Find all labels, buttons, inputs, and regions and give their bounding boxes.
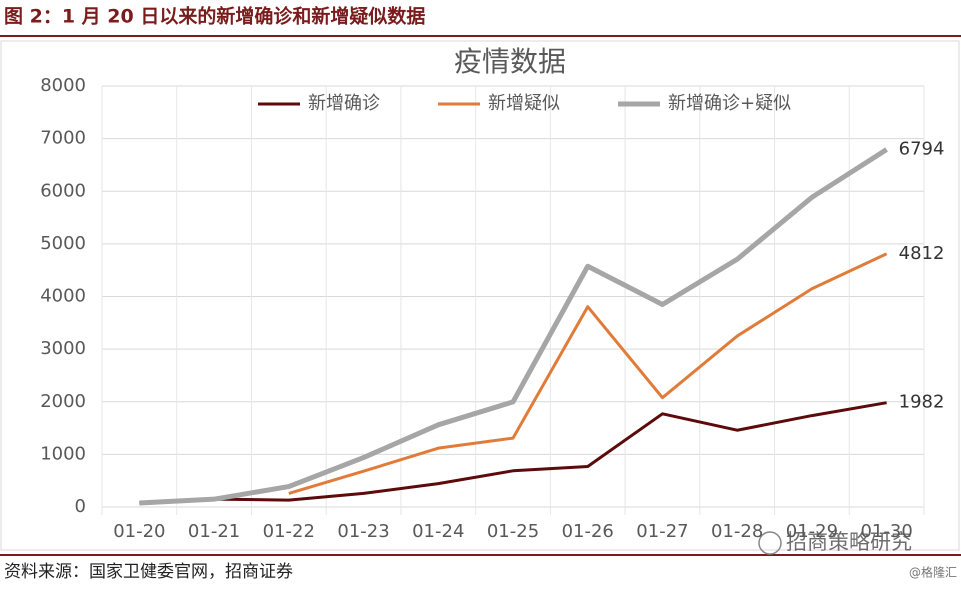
chart-title: 疫情数据	[454, 45, 566, 78]
credit: @格隆汇	[909, 565, 957, 580]
x-tick-label: 01-25	[487, 521, 539, 542]
chart-frame	[0, 40, 960, 551]
legend-label: 新增确诊+疑似	[668, 93, 791, 114]
series-line	[139, 401, 887, 505]
x-tick-label: 01-24	[412, 521, 464, 542]
plot: 0 1000 2000 3000 4000 5000 6000 7000 8000 01-20 01…	[40, 75, 944, 542]
legend-label: 新增疑似	[488, 93, 560, 114]
x-tick-label: 01-26	[562, 521, 614, 542]
series-line	[139, 147, 888, 506]
y-tick-label: 5000	[40, 233, 86, 254]
y-tick-label: 2000	[40, 391, 86, 412]
watermark-icon	[758, 531, 782, 555]
y-tick-label: 1000	[40, 443, 86, 464]
y-tick-label: 3000	[40, 338, 86, 359]
legend-label: 新增确诊	[308, 93, 380, 114]
figure-title: 图 2：1 月 20 日以来的新增确诊和新增疑似数据	[4, 5, 425, 28]
y-tick-label: 6000	[40, 180, 86, 201]
watermark: 招商策略研究	[786, 530, 912, 554]
x-tick-label: 01-27	[636, 521, 688, 542]
x-tick-label: 01-21	[188, 521, 240, 542]
y-tick-label: 7000	[40, 128, 86, 149]
x-tick-label: 01-30	[860, 521, 912, 542]
y-tick-label: 0	[75, 496, 86, 517]
data-label: 4812	[899, 243, 945, 264]
x-tick-label: 01-22	[263, 521, 315, 542]
x-tick-label: 01-20	[113, 521, 165, 542]
y-tick-label: 8000	[40, 75, 86, 96]
data-label: 6794	[899, 138, 945, 159]
data-label: 1982	[899, 392, 945, 413]
series-line	[288, 252, 888, 495]
source-note: 资料来源：国家卫健委官网，招商证券	[4, 562, 293, 582]
x-tick-label: 01-29	[786, 521, 838, 542]
y-tick-label: 4000	[40, 286, 86, 307]
x-tick-label: 01-28	[711, 521, 763, 542]
x-tick-label: 01-23	[337, 521, 389, 542]
